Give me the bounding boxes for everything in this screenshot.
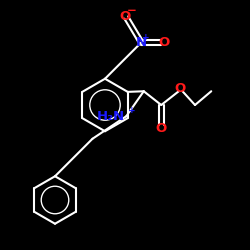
Text: N: N (136, 36, 147, 49)
Text: O: O (120, 10, 130, 23)
Text: O: O (156, 122, 167, 135)
Text: +: + (142, 32, 150, 42)
Text: −: − (127, 4, 137, 17)
Text: O: O (174, 82, 186, 95)
Text: H₂N: H₂N (97, 110, 125, 123)
Text: +: + (128, 106, 136, 115)
Text: O: O (158, 36, 170, 49)
